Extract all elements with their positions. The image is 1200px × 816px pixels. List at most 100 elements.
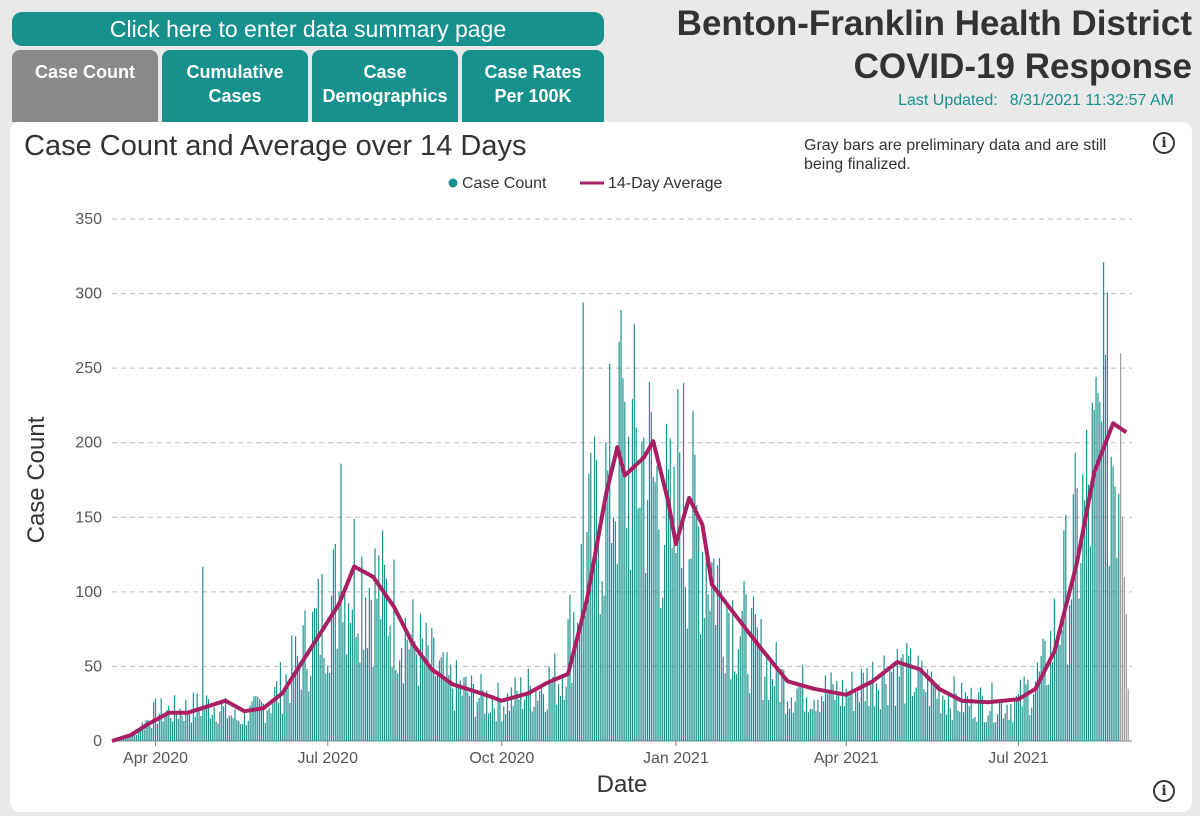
- case-count-bar: [1055, 644, 1057, 741]
- case-count-bar: [1000, 698, 1003, 741]
- case-count-bar: [703, 618, 705, 741]
- case-count-bar: [923, 689, 925, 741]
- case-count-bar: [663, 545, 666, 741]
- case-count-bar: [660, 607, 662, 741]
- info-icon-bottom[interactable]: i: [1153, 780, 1175, 802]
- case-count-bar: [845, 688, 847, 741]
- chart-note: Gray bars are preliminary data and are s…: [804, 137, 1107, 173]
- case-count-bar: [639, 507, 641, 741]
- case-count-bar: [936, 698, 938, 741]
- data-summary-button[interactable]: Click here to enter data summary page: [12, 12, 604, 46]
- case-count-bar: [1087, 484, 1090, 741]
- case-count-bar: [389, 625, 391, 741]
- case-count-bar: [928, 705, 931, 741]
- case-count-bar: [673, 466, 675, 741]
- case-count-bar: [1072, 494, 1074, 741]
- case-count-bar: [694, 454, 696, 741]
- case-count-bar: [682, 383, 685, 741]
- case-count-bar: [707, 594, 709, 741]
- tab-case-count[interactable]: Case Count: [12, 50, 158, 122]
- case-count-bar: [635, 427, 637, 741]
- case-count-bar: [266, 710, 268, 741]
- case-count-bar: [442, 652, 444, 741]
- case-count-bar: [898, 676, 900, 741]
- case-count-bar: [620, 309, 622, 741]
- tab-cumulative-cases[interactable]: Cumulative Cases: [162, 50, 308, 122]
- case-count-bar: [1038, 671, 1040, 741]
- case-count-bar: [325, 673, 327, 741]
- case-count-bar: [830, 672, 832, 741]
- case-count-bar: [1061, 630, 1063, 741]
- case-count-bar: [236, 719, 238, 741]
- case-count-bar: [709, 610, 711, 741]
- case-count-bar: [459, 680, 461, 741]
- case-count-bar: [211, 714, 213, 741]
- case-count-bar: [270, 713, 272, 741]
- case-count-bar: [843, 706, 845, 741]
- case-count-bar: [1010, 704, 1012, 741]
- case-count-bar: [677, 389, 679, 741]
- case-count-bar: [351, 609, 353, 741]
- x-tick-label: Apr 2021: [814, 750, 879, 767]
- case-count-bar: [571, 682, 573, 741]
- case-count-bar: [1118, 493, 1120, 741]
- average-line: [111, 421, 1128, 743]
- case-count-bar: [207, 699, 210, 741]
- info-icon[interactable]: i: [1153, 132, 1175, 154]
- preliminary-bar: [1121, 517, 1124, 741]
- case-count-bar: [705, 556, 707, 741]
- tab-case-demographics[interactable]: Case Demographics: [312, 50, 458, 122]
- chart-panel: Case Count and Average over 14 Days Gray…: [10, 122, 1192, 812]
- case-count-bar: [383, 564, 386, 741]
- case-count-bar: [584, 615, 586, 741]
- case-count-bar: [262, 703, 264, 741]
- case-count-bar: [588, 473, 590, 741]
- case-count-bar: [785, 713, 787, 741]
- case-count-bar: [240, 724, 242, 741]
- case-count-bar: [798, 686, 800, 741]
- case-count-bar: [862, 672, 864, 741]
- case-count-bar: [771, 679, 774, 741]
- case-count-bar: [1057, 632, 1059, 741]
- case-count-bar: [323, 657, 325, 741]
- page-title: Benton-Franklin Health District COVID-19…: [677, 2, 1192, 88]
- y-tick-label: 0: [93, 733, 102, 750]
- case-count-bar: [906, 643, 908, 741]
- case-count-bar: [448, 675, 450, 741]
- case-count-bar: [665, 423, 668, 741]
- case-count-bar: [202, 566, 204, 741]
- case-count-bar: [313, 608, 316, 741]
- case-count-bar: [141, 722, 143, 741]
- case-count-bar: [1074, 452, 1076, 741]
- case-count-bar: [431, 627, 433, 741]
- case-count-bar: [766, 653, 768, 741]
- case-count-bar: [822, 701, 825, 741]
- case-count-bar: [1080, 563, 1082, 741]
- case-count-bar: [302, 625, 304, 741]
- case-count-bar: [998, 700, 1001, 741]
- tab-case-rates[interactable]: Case Rates Per 100K: [462, 50, 604, 122]
- case-count-bar: [1089, 546, 1091, 741]
- case-count-bar: [650, 411, 652, 741]
- preliminary-bar: [1127, 688, 1129, 741]
- case-count-bar: [790, 697, 792, 741]
- case-count-bar: [631, 399, 633, 741]
- case-count-bar: [633, 323, 635, 741]
- case-count-bar: [811, 709, 813, 741]
- case-count-bar: [805, 697, 808, 741]
- case-count-bar: [1076, 488, 1078, 741]
- case-count-bar: [497, 682, 499, 741]
- case-count-bar: [957, 710, 959, 741]
- case-count-bar: [136, 735, 138, 741]
- case-count-bar: [361, 556, 363, 741]
- case-count-bar: [688, 559, 690, 741]
- case-count-bar: [406, 639, 408, 741]
- case-count-bar: [293, 671, 295, 741]
- case-count-bar: [230, 715, 232, 741]
- tab-label: Case Count: [34, 62, 135, 82]
- case-count-bar: [238, 721, 240, 741]
- case-count-bar: [156, 723, 159, 741]
- last-updated-label: Last Updated:: [898, 92, 998, 109]
- case-count-bar: [478, 697, 480, 741]
- case-count-bar: [601, 580, 603, 741]
